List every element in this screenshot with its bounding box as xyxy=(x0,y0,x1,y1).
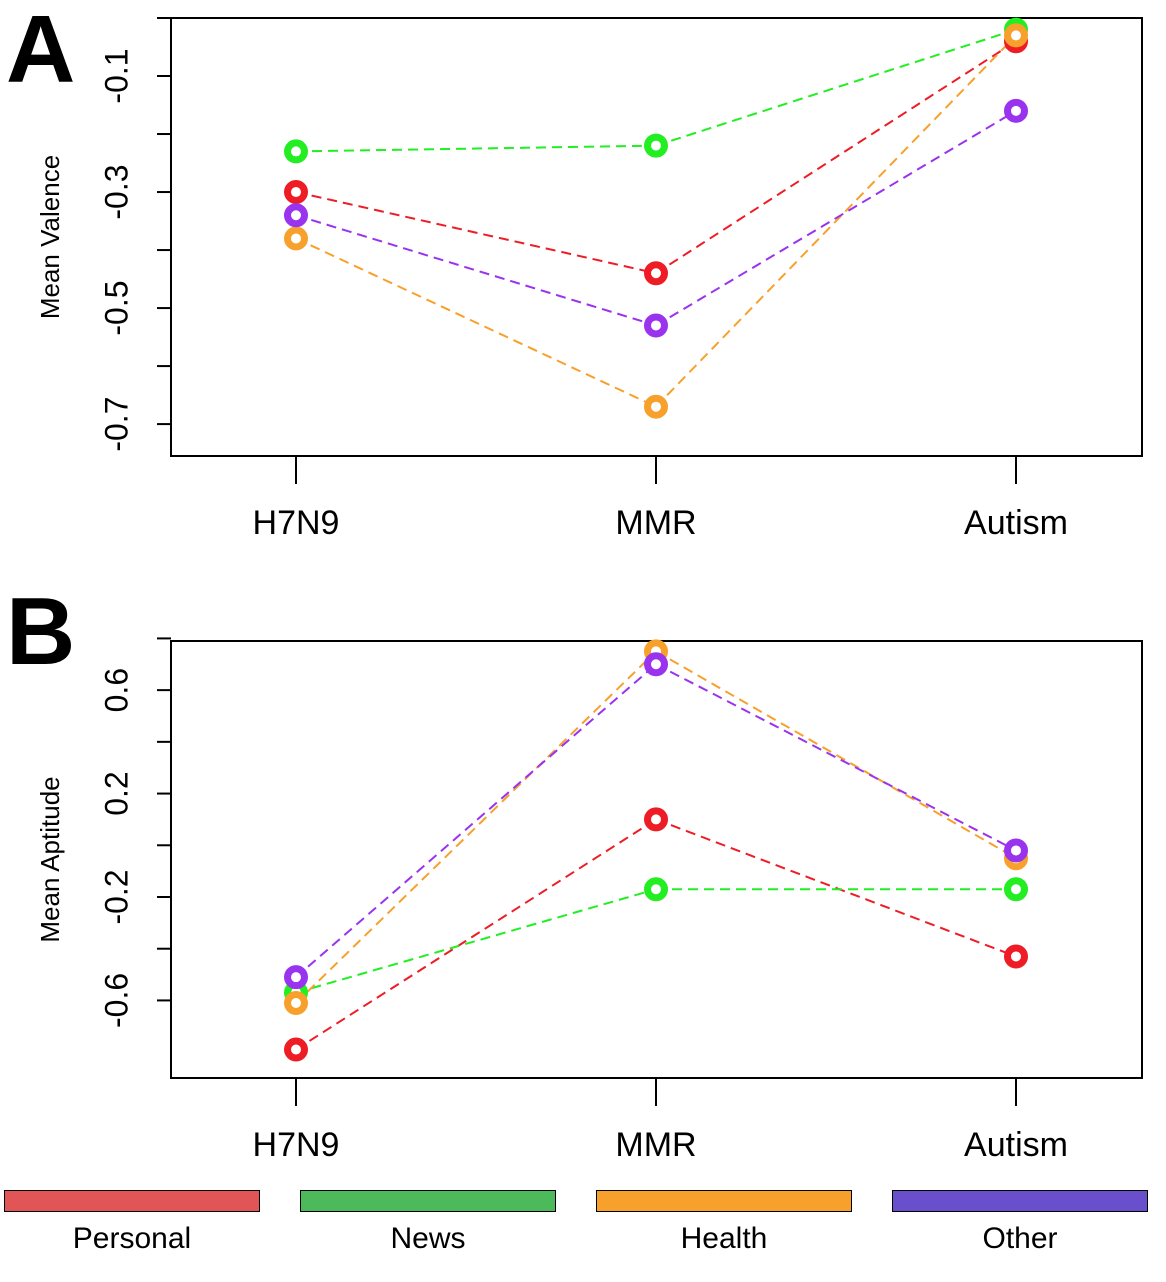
data-point-personal-b xyxy=(1004,944,1028,969)
legend-item-health: Health xyxy=(596,1190,852,1256)
data-point-other-a xyxy=(644,313,668,338)
y-tick-label-a: -0.7 xyxy=(98,397,134,452)
data-point-news-a xyxy=(644,133,668,158)
data-point-health-a xyxy=(284,226,308,251)
y-axis-label-b: Mean Aptitude xyxy=(35,776,65,942)
legend-item-personal: Personal xyxy=(4,1190,260,1256)
series-line-other-a xyxy=(295,214,657,327)
series-line-health-a xyxy=(295,237,657,408)
series-line-personal-a xyxy=(295,191,657,275)
legend-label-news: News xyxy=(390,1222,466,1255)
legend-label-other: Other xyxy=(982,1222,1058,1255)
data-point-personal-a xyxy=(284,180,308,205)
series-line-personal-b xyxy=(655,818,1017,958)
y-axis-label-a: Mean Valence xyxy=(35,155,65,319)
series-line-other-b xyxy=(655,663,1017,852)
data-point-health-b xyxy=(284,991,308,1016)
series-line-personal-b xyxy=(295,818,657,1051)
series-line-health-b xyxy=(655,650,1017,860)
data-point-other-a xyxy=(284,203,308,228)
series-line-health-b xyxy=(295,650,657,1004)
y-tick-label-a: -0.3 xyxy=(98,164,134,219)
series-line-news-b xyxy=(295,888,657,994)
data-point-personal-a xyxy=(644,261,668,286)
legend-label-health: Health xyxy=(680,1222,768,1255)
chart-panel-b: 0.6 0.2 -0.2 -0.6 Mean Aptitude H7N9 MMR Autism xyxy=(35,637,1143,1164)
legend: Personal News Health Other xyxy=(0,1190,1166,1282)
data-point-other-a xyxy=(1004,98,1028,123)
chart-canvas: -0.1 -0.3 -0.5 -0.7 Mean Valence H7N9 MMR Autis… xyxy=(35,17,1143,1164)
legend-label-personal: Personal xyxy=(72,1222,192,1255)
data-point-other-b xyxy=(644,652,668,677)
data-point-news-b xyxy=(644,877,668,902)
legend-swatch-personal xyxy=(4,1190,260,1212)
data-point-health-a xyxy=(644,394,668,419)
plot-frame-b xyxy=(170,640,1143,1079)
data-point-news-a xyxy=(284,139,308,164)
panel-label-b: B xyxy=(6,578,76,685)
y-tick-label-b: 0.6 xyxy=(98,668,134,712)
legend-swatch-news xyxy=(300,1190,556,1212)
plot-frame-a xyxy=(170,17,1143,457)
data-point-news-b xyxy=(1004,877,1028,902)
data-point-other-b xyxy=(284,965,308,990)
y-tick-label-a: -0.5 xyxy=(98,280,134,335)
data-point-other-b xyxy=(1004,838,1028,863)
series-line-news-a xyxy=(655,28,1017,147)
legend-swatch-health xyxy=(596,1190,852,1212)
series-line-other-b xyxy=(295,663,657,978)
y-tick-label-b: -0.6 xyxy=(98,973,134,1028)
x-tick-label-b: Autism xyxy=(964,1126,1068,1164)
chart-panel-a: -0.1 -0.3 -0.5 -0.7 Mean Valence H7N9 MMR Autis… xyxy=(35,17,1143,542)
x-tick-label-b: H7N9 xyxy=(253,1126,340,1164)
panel-label-a: A xyxy=(6,0,76,103)
series-line-health-a xyxy=(655,34,1017,408)
legend-swatch-other xyxy=(892,1190,1148,1212)
y-tick-label-b: 0.2 xyxy=(98,771,134,815)
x-tick-label-a: Autism xyxy=(964,504,1068,542)
legend-item-other: Other xyxy=(892,1190,1148,1256)
series-line-personal-a xyxy=(655,40,1017,275)
data-point-health-a xyxy=(1004,23,1028,48)
data-point-personal-b xyxy=(284,1037,308,1062)
series-line-news-a xyxy=(295,144,657,153)
x-tick-label-a: MMR xyxy=(615,504,696,542)
y-tick-label-a: -0.1 xyxy=(98,48,134,103)
y-tick-label-b: -0.2 xyxy=(98,869,134,924)
data-point-personal-b xyxy=(644,807,668,832)
legend-item-news: News xyxy=(300,1190,556,1256)
x-tick-label-b: MMR xyxy=(615,1126,696,1164)
series-line-other-a xyxy=(655,109,1017,327)
x-tick-label-a: H7N9 xyxy=(253,504,340,542)
